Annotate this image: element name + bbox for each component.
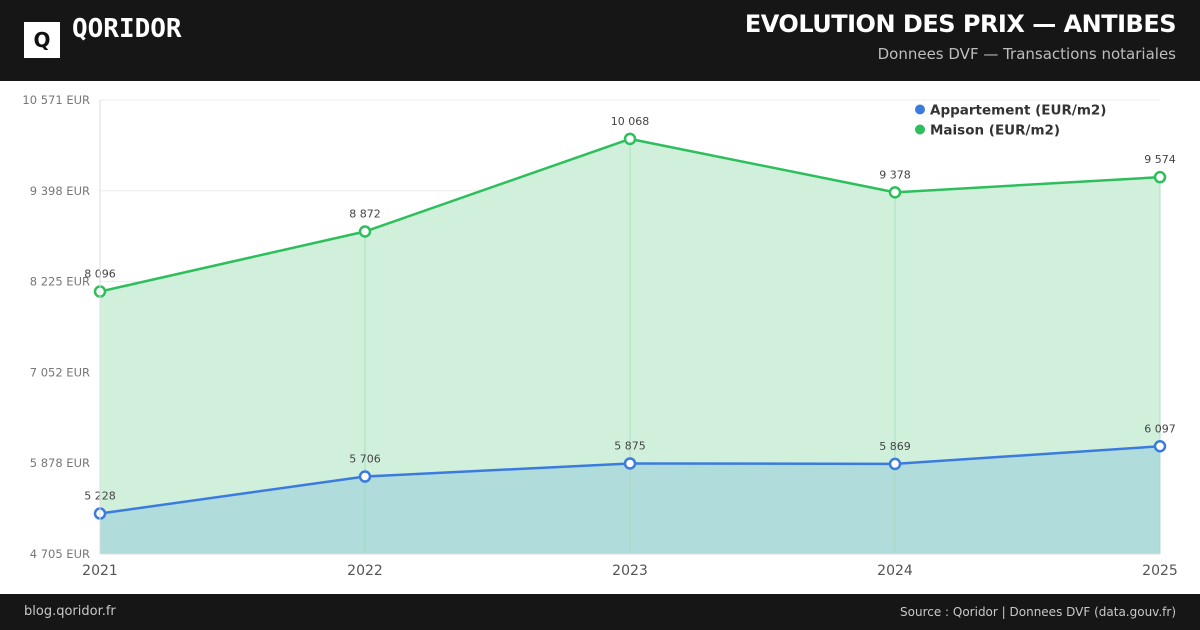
legend-marker xyxy=(915,124,925,135)
legend-label: Appartement (EUR/m2) xyxy=(930,103,1106,119)
y-tick-label: 7 052 EUR xyxy=(30,365,90,379)
y-tick-label: 10 571 EUR xyxy=(22,93,90,107)
data-point[interactable] xyxy=(623,132,637,146)
data-point[interactable] xyxy=(623,457,637,470)
brand-name: QORIDOR xyxy=(72,14,182,44)
data-point[interactable] xyxy=(1153,170,1167,184)
x-tick-label: 2025 xyxy=(1142,563,1178,579)
footer-bar: blog.qoridor.fr Source : Qoridor | Donne… xyxy=(0,594,1200,630)
y-tick-label: 5 878 EUR xyxy=(30,456,90,470)
x-tick-label: 2023 xyxy=(612,563,648,579)
data-point[interactable] xyxy=(1153,440,1167,453)
y-tick-label: 8 225 EUR xyxy=(30,275,90,289)
data-label: 5 706 xyxy=(349,453,381,466)
data-point[interactable] xyxy=(358,225,372,238)
data-point[interactable] xyxy=(888,186,902,199)
data-point[interactable] xyxy=(358,470,372,483)
data-point[interactable] xyxy=(888,457,902,471)
legend-marker xyxy=(915,104,925,115)
chart-title: EVOLUTION DES PRIX — ANTIBES xyxy=(744,10,1177,38)
data-label: 5 875 xyxy=(614,439,646,452)
header-bar: Q QORIDOR EVOLUTION DES PRIX — ANTIBES D… xyxy=(0,0,1200,81)
footer-source: Source : Qoridor | Donnees DVF (data.gou… xyxy=(900,605,1176,619)
data-label: 9 378 xyxy=(879,168,911,181)
x-tick-label: 2022 xyxy=(347,563,383,579)
legend-label: Maison (EUR/m2) xyxy=(930,123,1060,139)
x-tick-label: 2024 xyxy=(877,563,913,579)
chart-subtitle: Donnees DVF — Transactions notariales xyxy=(877,45,1176,63)
data-label: 6 097 xyxy=(1144,422,1176,435)
x-tick-label: 2021 xyxy=(82,563,118,579)
data-label: 10 068 xyxy=(611,115,650,128)
footer-site-link[interactable]: blog.qoridor.fr xyxy=(24,604,116,619)
logo-icon: Q xyxy=(24,22,60,58)
y-tick-label: 9 398 EUR xyxy=(30,184,90,198)
data-label: 5 869 xyxy=(879,440,911,453)
data-label: 8 872 xyxy=(349,207,381,220)
y-tick-label: 4 705 EUR xyxy=(30,547,90,561)
data-label: 9 574 xyxy=(1144,153,1176,166)
